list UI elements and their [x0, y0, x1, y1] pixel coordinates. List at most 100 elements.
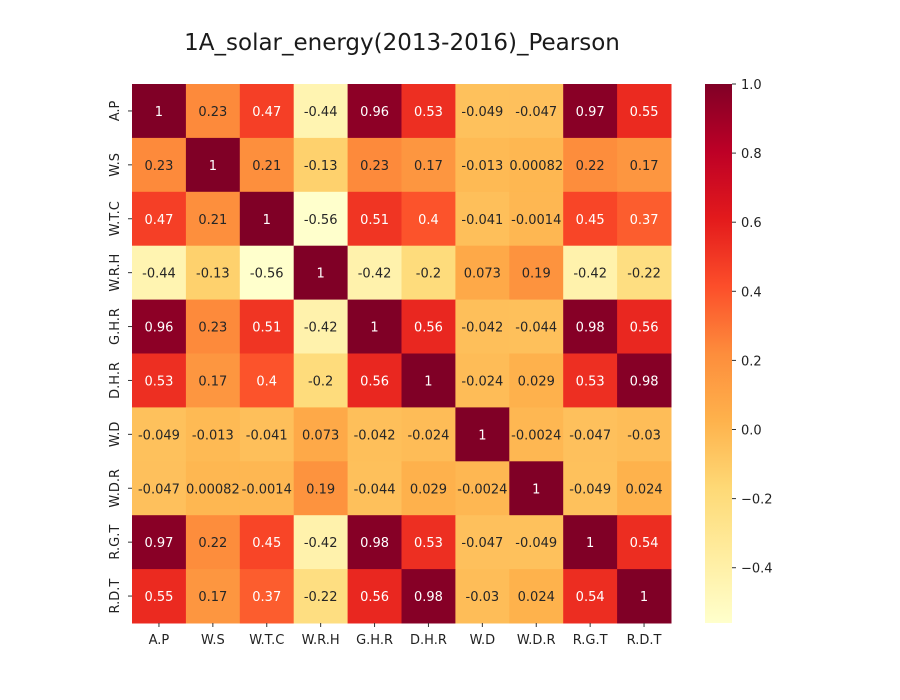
cell-value-label: -0.42	[304, 536, 338, 551]
cell-value-label: 0.00082	[186, 482, 240, 497]
heatmap-cell	[401, 407, 456, 462]
heatmap-cell	[617, 569, 672, 624]
cell-value-label: 0.45	[252, 536, 281, 551]
heatmap-cell	[617, 84, 672, 139]
heatmap-cell	[347, 191, 402, 247]
heatmap-cell	[239, 191, 295, 247]
heatmap-cell	[132, 245, 187, 301]
colorbar-tick-label: −0.2	[741, 493, 773, 508]
heatmap-cell	[293, 461, 349, 516]
cell-value-label: 0.98	[414, 590, 443, 605]
cell-value-label: 0.54	[630, 536, 659, 551]
heatmap-cell	[239, 84, 295, 139]
cell-value-label: 0.23	[360, 159, 389, 174]
cell-value-label: 1	[370, 321, 378, 336]
heatmap-cell	[293, 299, 349, 354]
cell-value-label: 1	[478, 428, 486, 443]
y-tick-label: D.H.R	[108, 362, 123, 399]
cell-value-label: 0.54	[576, 590, 605, 605]
cell-value-label: -0.041	[461, 213, 503, 228]
cell-value-label: -0.2	[308, 374, 333, 389]
cell-value-label: -0.13	[304, 159, 338, 174]
y-tick-label: W.R.H	[108, 254, 123, 292]
cell-value-label: -0.042	[354, 428, 396, 443]
cell-value-label: 0.56	[630, 321, 659, 336]
heatmap-cell	[185, 353, 241, 408]
heatmap-cell	[293, 84, 349, 139]
cell-value-label: -0.42	[573, 267, 607, 282]
cell-value-label: 0.4	[256, 374, 277, 389]
y-tick-label: R.D.T	[108, 579, 123, 614]
heatmap-cell	[347, 353, 402, 408]
heatmap-cell	[509, 191, 564, 247]
heatmap-cell	[185, 515, 241, 570]
heatmap-cell	[509, 407, 564, 462]
cell-value-label: -0.03	[466, 590, 500, 605]
heatmap-cell	[617, 245, 672, 301]
heatmap-cell	[563, 407, 618, 462]
cell-value-label: 0.17	[198, 374, 227, 389]
heatmap-cell	[455, 191, 510, 247]
cell-value-label: -0.56	[304, 213, 338, 228]
cell-value-label: 0.55	[144, 590, 173, 605]
heatmap-cell	[239, 515, 295, 570]
cell-value-label: 1	[317, 267, 325, 282]
colorbar-tick-label: 1.0	[741, 78, 762, 93]
colorbar-tick-label: 0.0	[741, 424, 762, 439]
heatmap-cell	[563, 245, 618, 301]
heatmap-cell	[509, 84, 564, 139]
heatmap-cell	[293, 245, 349, 301]
cell-value-label: 1	[209, 159, 217, 174]
cell-value-label: 0.23	[144, 159, 173, 174]
cell-value-label: 0.029	[518, 374, 555, 389]
heatmap-cell	[401, 137, 456, 193]
heatmap-cell	[509, 137, 564, 193]
heatmap-cell	[455, 461, 510, 516]
heatmap-cell	[563, 569, 618, 624]
y-tick-label: W.T.C	[108, 201, 123, 236]
heatmap-cell	[239, 299, 295, 354]
cell-value-label: 0.4	[418, 213, 439, 228]
cell-value-label: 0.21	[198, 213, 227, 228]
heatmap-cell	[293, 137, 349, 193]
cell-value-label: 0.56	[360, 374, 389, 389]
heatmap-cell	[509, 299, 564, 354]
heatmap-cell	[132, 191, 187, 247]
cell-value-label: -0.047	[515, 105, 557, 120]
cell-value-label: 0.024	[625, 482, 662, 497]
cell-value-label: 1	[263, 213, 271, 228]
heatmap-cell	[185, 461, 241, 516]
cell-value-label: -0.2	[416, 267, 441, 282]
cell-value-label: 0.029	[410, 482, 447, 497]
heatmap-cell-labels: 1 0.23 0.47 -0.44 0.96 0.53 -0.049 -0.047 0.97 0.…	[138, 105, 663, 605]
cell-value-label: -0.049	[515, 536, 557, 551]
cell-value-label: 0.96	[360, 105, 389, 120]
heatmap-cell	[239, 353, 295, 408]
cell-value-label: 0.23	[198, 321, 227, 336]
heatmap-cell	[401, 245, 456, 301]
cell-value-label: 1	[532, 482, 540, 497]
cell-value-label: -0.44	[304, 105, 338, 120]
heatmap-cell	[347, 245, 402, 301]
heatmap-cell	[401, 353, 456, 408]
cell-value-label: -0.047	[461, 536, 503, 551]
cell-value-label: -0.13	[196, 267, 230, 282]
heatmap-cell	[185, 569, 241, 624]
x-tick-label: R.D.T	[627, 633, 662, 648]
cell-value-label: 0.45	[576, 213, 605, 228]
heatmap-cell	[617, 461, 672, 516]
x-axis-ticks: A.P W.S W.T.C W.R.H G.H.R D.H.R W.D W.D.R R.G.T R…	[149, 623, 662, 648]
cell-value-label: -0.0014	[511, 213, 561, 228]
cell-value-label: -0.047	[138, 482, 180, 497]
heatmap-cell	[563, 137, 618, 193]
cell-value-label: 0.56	[360, 590, 389, 605]
heatmap-cell	[185, 407, 241, 462]
heatmap-cell	[132, 84, 187, 139]
cell-value-label: -0.03	[627, 428, 661, 443]
cell-value-label: 0.17	[414, 159, 443, 174]
heatmap-cell	[293, 353, 349, 408]
y-tick-label: A.P	[108, 100, 123, 121]
heatmap-cell	[455, 137, 510, 193]
heatmap-cell	[185, 84, 241, 139]
y-tick-label: W.D.R	[108, 469, 123, 508]
